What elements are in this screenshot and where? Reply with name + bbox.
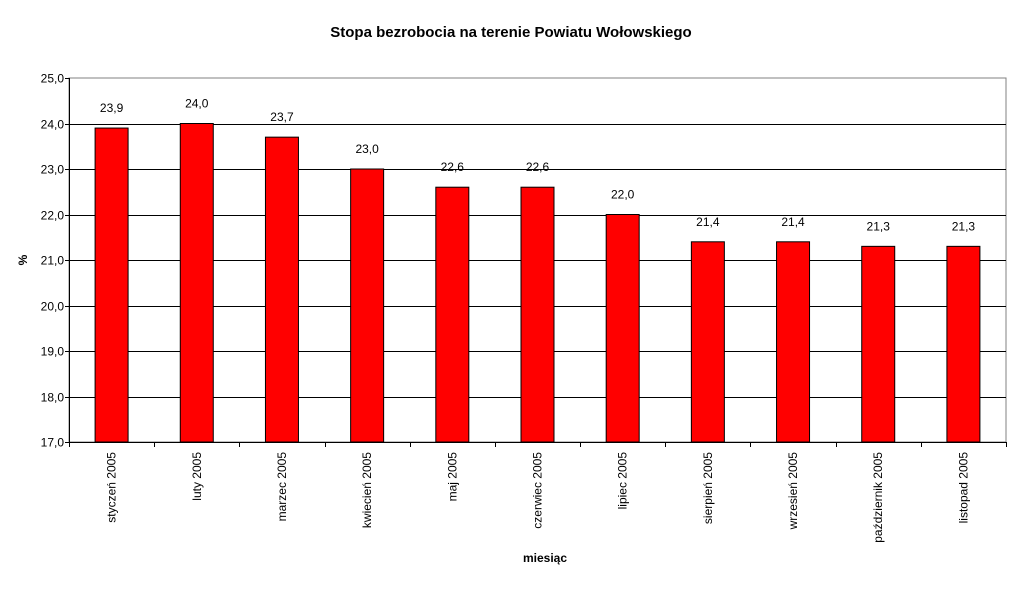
data-label: 21,4 — [781, 215, 805, 229]
y-axis-title: % — [16, 254, 30, 265]
y-tick-label: 18,0 — [41, 391, 65, 405]
y-tick-label: 19,0 — [41, 345, 65, 359]
bar — [350, 168, 385, 443]
bar — [94, 127, 129, 443]
y-tick-label: 25,0 — [41, 72, 65, 86]
y-tick-label: 21,0 — [41, 254, 65, 268]
x-tick-label: wrzesień 2005 — [786, 452, 800, 531]
bar — [690, 241, 725, 443]
y-tick-label: 20,0 — [41, 300, 65, 314]
data-label: 21,3 — [867, 219, 891, 233]
data-label: 23,7 — [270, 110, 294, 124]
data-label: 22,6 — [526, 160, 550, 174]
bar — [861, 245, 896, 443]
x-tick-label: kwiecień 2005 — [360, 452, 374, 528]
bar — [179, 123, 214, 443]
x-tick-label: luty 2005 — [190, 452, 204, 501]
bar — [264, 136, 299, 443]
x-tick-label: styczeń 2005 — [105, 452, 119, 523]
plot-area: 17,0 18,0 19,0 20,0 21,0 22,0 23,0 24,0 25,0 23,9… — [41, 72, 1007, 543]
data-label: 23,0 — [355, 142, 379, 156]
data-label: 21,3 — [952, 219, 976, 233]
x-tick-label: maj 2005 — [445, 452, 459, 502]
x-tick-label: listopad 2005 — [956, 452, 970, 524]
data-label: 24,0 — [185, 97, 209, 111]
data-label: 21,4 — [696, 215, 720, 229]
x-tick-label: październik 2005 — [871, 452, 885, 543]
x-axis-title: miesiąc — [523, 551, 567, 565]
x-tick-label: marzec 2005 — [275, 452, 289, 522]
y-tick-label: 22,0 — [41, 209, 65, 223]
bar — [946, 245, 981, 443]
bar — [435, 186, 470, 443]
x-tick-label: sierpień 2005 — [701, 452, 715, 524]
y-tick-label: 17,0 — [41, 436, 65, 450]
x-tick-label: czerwiec 2005 — [531, 452, 545, 529]
x-tick-label: lipiec 2005 — [616, 452, 630, 510]
data-label: 23,9 — [100, 101, 124, 115]
data-label: 22,0 — [611, 188, 635, 202]
data-label: 22,6 — [441, 160, 465, 174]
y-tick-label: 23,0 — [41, 163, 65, 177]
bar — [776, 241, 811, 443]
bar — [520, 186, 555, 443]
chart-title: Stopa bezrobocia na terenie Powiatu Woło… — [330, 24, 691, 41]
y-tick-label: 24,0 — [41, 118, 65, 132]
bar — [605, 214, 640, 443]
